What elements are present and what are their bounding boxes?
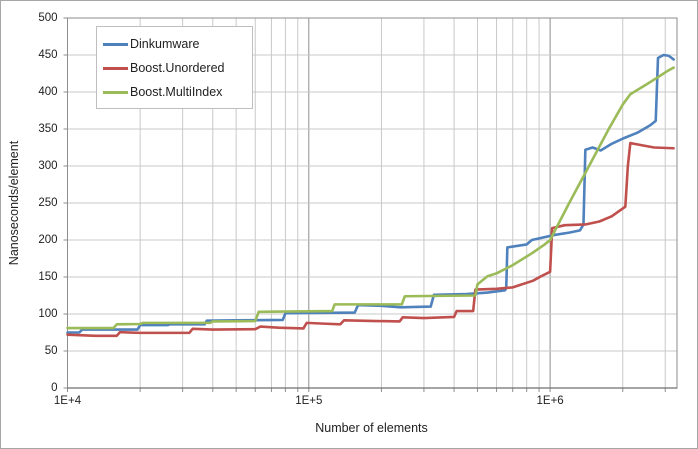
x-axis-title: Number of elements xyxy=(315,421,428,435)
y-tick-label: 200 xyxy=(38,234,58,246)
y-tick-label: 400 xyxy=(38,86,58,98)
y-tick-label: 250 xyxy=(38,197,58,209)
y-tick-label: 150 xyxy=(38,271,58,283)
series-line-1 xyxy=(66,141,675,338)
legend-item-boost-unordered: Boost.Unordered xyxy=(97,58,225,78)
legend-swatch-boost-multiindex xyxy=(103,90,128,94)
y-tick-label: 100 xyxy=(38,308,58,320)
series-line-2 xyxy=(66,66,675,330)
legend-item-boost-multiindex: Boost.MultiIndex xyxy=(97,82,222,102)
legend: Dinkumware Boost.Unordered Boost.MultiIn… xyxy=(96,26,253,109)
legend-swatch-boost-unordered xyxy=(103,66,128,70)
legend-item-dinkumware: Dinkumware xyxy=(97,34,199,54)
y-tick-label: 350 xyxy=(38,123,58,135)
legend-label: Dinkumware xyxy=(130,37,200,51)
y-tick-label: 0 xyxy=(51,382,58,394)
y-tick-label: 450 xyxy=(38,49,58,61)
y-tick-label: 500 xyxy=(38,12,58,24)
legend-label: Boost.MultiIndex xyxy=(130,85,223,99)
x-tick-label: 1E+6 xyxy=(536,395,564,407)
legend-swatch-dinkumware xyxy=(103,42,128,46)
x-tick-label: 1E+4 xyxy=(53,395,82,407)
y-tick-label: 300 xyxy=(38,160,58,172)
x-tick-label: 1E+5 xyxy=(295,395,323,407)
series-line-0 xyxy=(66,53,675,334)
y-tick-label: 50 xyxy=(44,345,58,357)
legend-label: Boost.Unordered xyxy=(130,61,225,75)
